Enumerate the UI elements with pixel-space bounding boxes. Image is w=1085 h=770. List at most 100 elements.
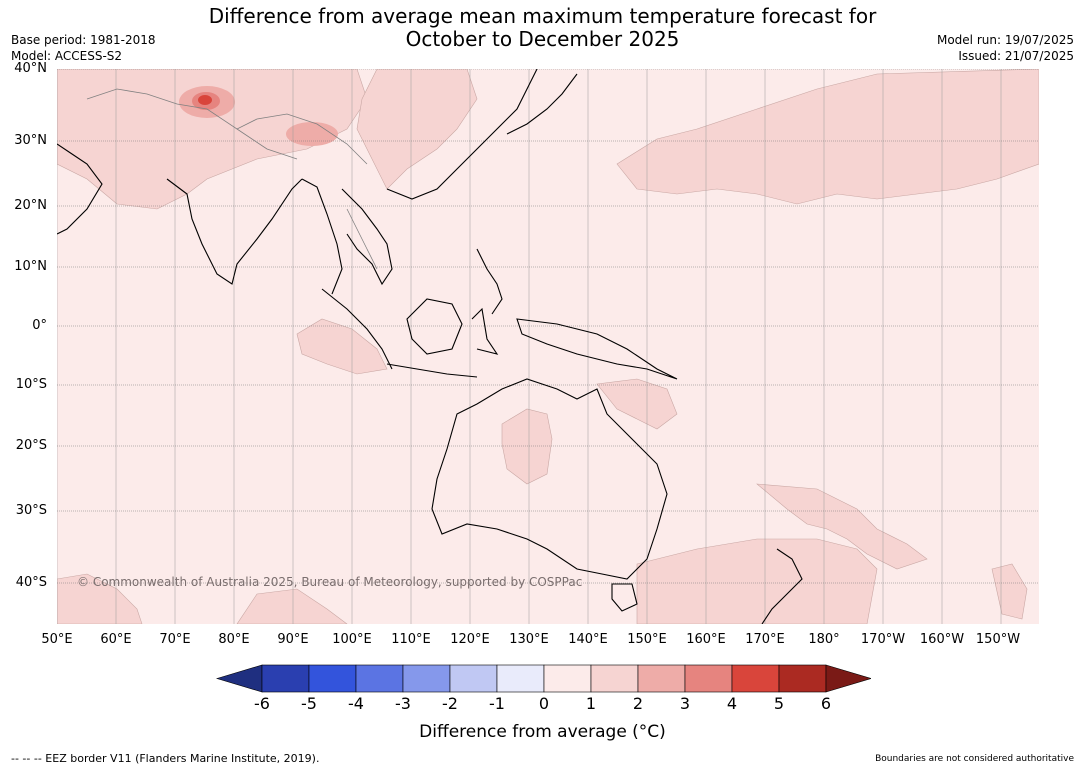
lon-label-80e: 80°E [218,632,250,647]
lon-label-150w: 150°W [975,632,1021,647]
hotspot-tibet [286,122,338,146]
model-run: Model run: 19/07/2025 [936,33,1074,47]
zone-central-asia-east [356,69,478,190]
eez-border-note: -- -- -- EEZ border V11 (Flanders Marine… [11,752,320,765]
colorbar-segment-9 [637,664,686,693]
cb-label-2: 2 [632,694,644,713]
bay-of-bengal-coast [301,178,343,295]
meta-left: Base period: 1981-2018 Model: ACCESS-S2 [11,32,156,64]
new-guinea [516,318,678,380]
colorbar-segment-8 [590,664,639,693]
cb-label-0: 0 [538,694,550,713]
zone-australia-northwest [501,408,553,485]
arabia-coast [57,143,103,235]
latitude-gridlines [57,69,1039,584]
base-period: Base period: 1981-2018 [11,33,156,47]
lon-label-120e: 120°E [450,632,490,647]
lon-label-130e: 130°E [509,632,549,647]
zone-north-pacific [616,69,1039,205]
china-coast [386,69,538,200]
zone-southern-coast [236,588,348,624]
zone-south-bottom [636,538,878,624]
lat-label-40s: 40°S [15,575,47,590]
lat-label-20n: 20°N [14,198,47,213]
colorbar-segment-7 [543,664,592,693]
japan-korea [506,73,578,135]
lon-label-110e: 110°E [391,632,431,647]
cb-label-m4: -4 [348,694,364,713]
sumatra [321,288,393,370]
lat-label-10s: 10°S [15,377,47,392]
lat-label-10n: 10°N [14,259,47,274]
colorbar-segment-1 [261,664,310,693]
cb-label-3: 3 [679,694,691,713]
colorbar-segment-11 [731,664,780,693]
meta-right: Model run: 19/07/2025 Issued: 21/07/2025 [937,32,1074,64]
hotspot-himalaya-4-5 [198,95,212,105]
lon-label-140e: 140°E [568,632,608,647]
map-title: Difference from average mean maximum tem… [0,5,1085,51]
colorbar [215,664,871,693]
cb-label-6: 6 [820,694,832,713]
lon-label-180: 180° [808,632,840,647]
zone-southwest-corner [57,573,143,624]
lat-label-30n: 30°N [14,133,47,148]
lon-label-160e: 160°E [686,632,726,647]
title-line-2: October to December 2025 [405,27,680,51]
borneo [406,298,463,355]
boundaries-disclaimer: Boundaries are not considered authoritat… [875,754,1074,764]
colorbar-segment-5 [449,664,498,693]
java [386,363,478,378]
cb-label-4: 4 [726,694,738,713]
tasmania [611,583,638,612]
zone-southern-ocean-east [756,483,928,570]
cb-label-m2: -2 [442,694,458,713]
forecast-map [57,69,1039,624]
zone-australia-east [596,378,678,430]
sulawesi [471,307,499,355]
colorbar-segment-6 [496,664,545,693]
lat-label-40n: 40°N [14,61,47,76]
india-coast [166,178,303,285]
title-line-1: Difference from average mean maximum tem… [208,4,877,28]
colorbar-extend-low [215,664,263,693]
issued-date: Issued: 21/07/2025 [958,49,1074,63]
lon-label-170e: 170°E [745,632,785,647]
lon-label-50e: 50°E [41,632,73,647]
lat-label-0: 0° [32,318,47,333]
cb-label-1: 1 [585,694,597,713]
country-borders [86,88,378,270]
anomaly-hotspots [179,86,338,146]
lat-label-30s: 30°S [15,503,47,518]
colorbar-segment-12 [778,664,827,693]
colorbar-segment-3 [355,664,404,693]
cb-label-m6: -6 [254,694,270,713]
model-name: Model: ACCESS-S2 [11,49,123,63]
colorbar-segment-10 [684,664,733,693]
lon-label-70e: 70°E [159,632,191,647]
lat-label-20s: 20°S [15,438,47,453]
colorbar-segment-2 [308,664,357,693]
colorbar-extend-high [825,664,871,693]
cb-label-m1: -1 [489,694,505,713]
lon-label-90e: 90°E [277,632,309,647]
copyright-notice: © Commonwealth of Australia 2025, Bureau… [77,575,583,589]
australia [431,378,668,580]
new-zealand [761,548,803,624]
colorbar-title: Difference from average (°C) [419,722,666,742]
coastlines [57,69,803,624]
lon-label-60e: 60°E [100,632,132,647]
zone-indian-ocean-equator [296,318,388,375]
indochina-coast [341,188,393,286]
longitude-gridlines [57,69,1002,624]
lon-label-170w: 170°W [860,632,906,647]
lon-label-160w: 160°W [919,632,965,647]
colorbar-segment-4 [402,664,451,693]
lon-label-150e: 150°E [627,632,667,647]
philippines [476,248,503,315]
cb-label-m3: -3 [395,694,411,713]
cb-label-m5: -5 [301,694,317,713]
anomaly-1-2-zones [57,69,1039,624]
lon-label-100e: 100°E [332,632,372,647]
cb-label-5: 5 [773,694,785,713]
